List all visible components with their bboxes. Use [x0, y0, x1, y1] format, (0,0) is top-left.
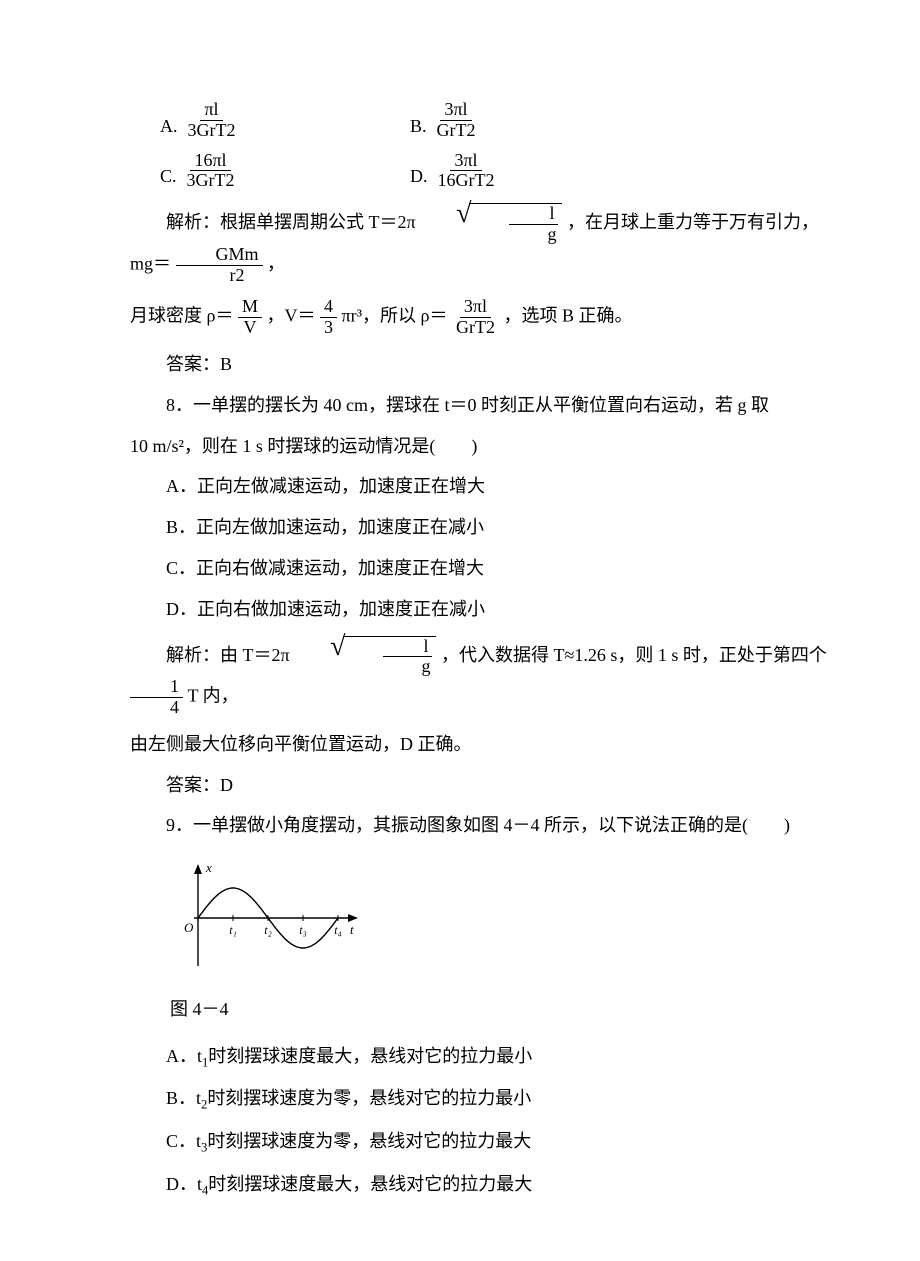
- q7-option-d: D. 3πl 16GrT2: [410, 151, 660, 192]
- option-label: D.: [410, 162, 428, 191]
- fraction: GMm r2: [176, 245, 263, 286]
- svg-text:t₂: t₂: [264, 923, 272, 937]
- q7-analysis-line2: 月球密度 ρ＝ M V ，V＝ 4 3 πr³，所以 ρ＝ 3πl GrT2 ，…: [90, 297, 830, 338]
- svg-text:O: O: [184, 920, 194, 935]
- q9-figure-caption: 图 4－4: [90, 995, 830, 1024]
- q9-stem: 9．一单摆做小角度摆动，其振动图象如图 4－4 所示，以下说法正确的是( ): [90, 811, 830, 840]
- svg-text:t₁: t₁: [229, 923, 237, 937]
- q8-answer: 答案：D: [90, 771, 830, 800]
- svg-text:t₄: t₄: [334, 923, 342, 937]
- fraction: πl 3GrT2: [184, 100, 240, 141]
- sqrt-icon: √ l g: [420, 203, 562, 245]
- fraction: 3πl 16GrT2: [434, 151, 499, 192]
- q8-option-d: D．正向右做加速运动，加速度正在减小: [90, 595, 830, 624]
- q8-analysis: 解析：由 T＝2π √ l g ，代入数据得 T≈1.26 s，则 1 s 时，…: [90, 636, 830, 718]
- option-label: B.: [410, 112, 427, 141]
- oscillation-graph-icon: t₁ t₂ t₃ t₄ x t O: [170, 858, 370, 978]
- q7-option-b: B. 3πl GrT2: [410, 100, 660, 141]
- svg-text:x: x: [205, 860, 212, 875]
- q7-analysis-line1: 解析：根据单摆周期公式 T＝2π √ l g ，在月球上重力等于万有引力，mg＝…: [90, 203, 830, 285]
- q9-option-b: B．t2时刻摆球速度为零，悬线对它的拉力最小: [90, 1084, 830, 1115]
- q8-stem-b: 10 m/s²，则在 1 s 时摆球的运动情况是( ): [90, 432, 830, 461]
- q8-option-b: B．正向左做加速运动，加速度正在减小: [90, 513, 830, 542]
- q8-option-c: C．正向右做减速运动，加速度正在增大: [90, 554, 830, 583]
- q7-answer: 答案：B: [90, 350, 830, 379]
- q7-option-c: C. 16πl 3GrT2: [160, 151, 410, 192]
- page: A. πl 3GrT2 B. 3πl GrT2 C. 16πl 3GrT2 D.: [0, 0, 920, 1261]
- q9-option-d: D．t4时刻摆球速度最大，悬线对它的拉力最大: [90, 1170, 830, 1201]
- svg-text:t: t: [350, 922, 354, 937]
- q8-option-a: A．正向左做减速运动，加速度正在增大: [90, 472, 830, 501]
- option-label: A.: [160, 112, 178, 141]
- q8-analysis-line2: 由左侧最大位移向平衡位置运动，D 正确。: [90, 730, 830, 759]
- q9-option-c: C．t3时刻摆球速度为零，悬线对它的拉力最大: [90, 1127, 830, 1158]
- fraction: 16πl 3GrT2: [183, 151, 239, 192]
- q7-options-row2: C. 16πl 3GrT2 D. 3πl 16GrT2: [90, 151, 830, 192]
- svg-text:t₃: t₃: [299, 923, 307, 937]
- q8-stem-a: 8．一单摆的摆长为 40 cm，摆球在 t＝0 时刻正从平衡位置向右运动，若 g…: [90, 391, 830, 420]
- option-label: C.: [160, 162, 177, 191]
- q7-options-row1: A. πl 3GrT2 B. 3πl GrT2: [90, 100, 830, 141]
- q9-option-a: A．t1时刻摆球速度最大，悬线对它的拉力最小: [90, 1042, 830, 1073]
- sqrt-icon: √ l g: [294, 636, 436, 678]
- q7-option-a: A. πl 3GrT2: [160, 100, 410, 141]
- fraction: 3πl GrT2: [433, 100, 480, 141]
- q9-figure: t₁ t₂ t₃ t₄ x t O: [170, 858, 830, 987]
